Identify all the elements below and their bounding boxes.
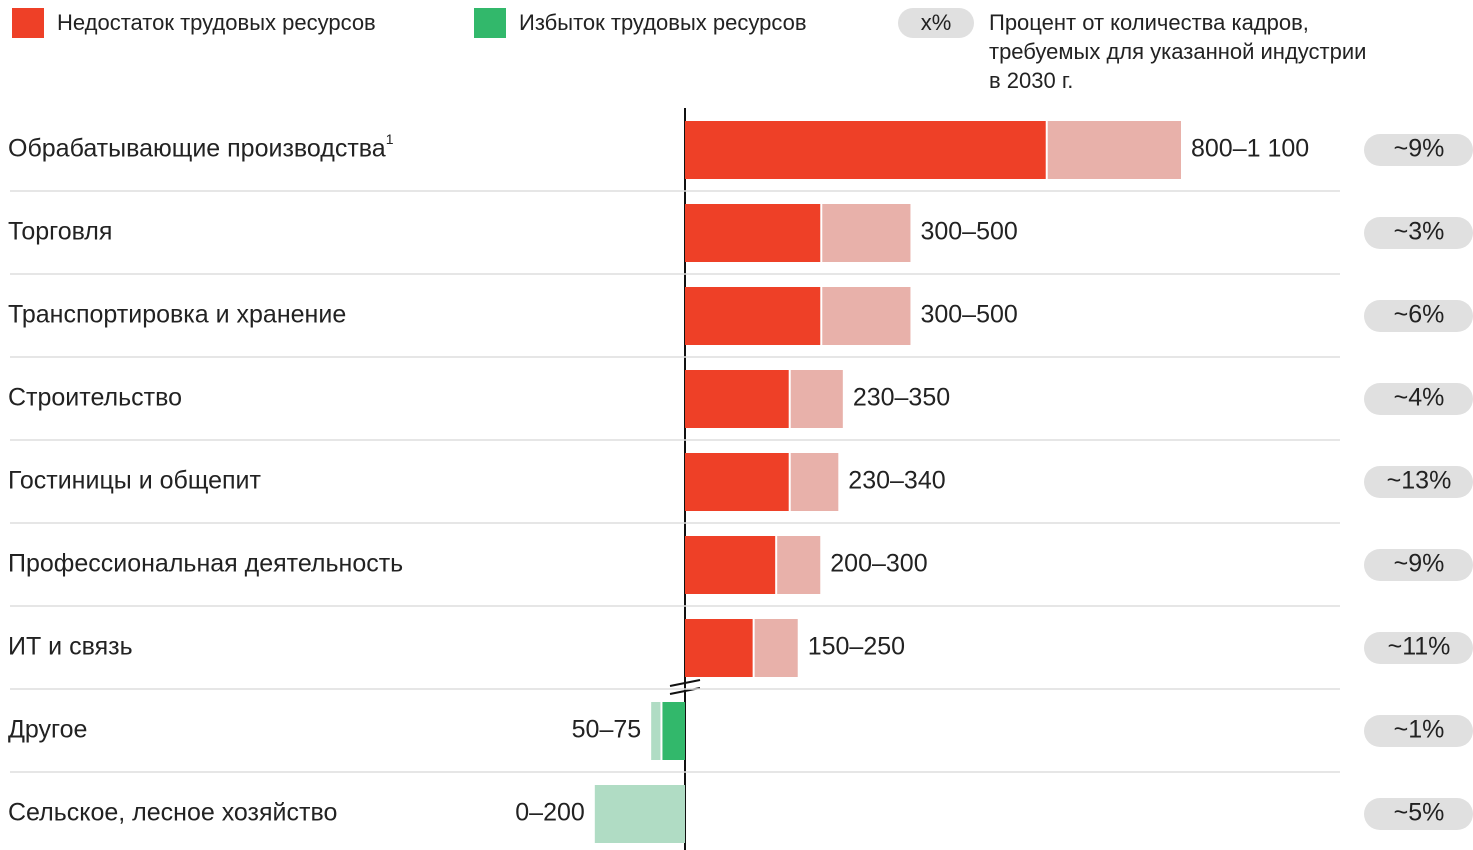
category-label: ИТ и связь: [8, 633, 133, 661]
bar-high: [754, 619, 798, 677]
share-pill: [1364, 715, 1473, 747]
share-label: ~4%: [1394, 384, 1445, 412]
bar-low: [685, 204, 821, 262]
category-label: Другое: [8, 716, 87, 744]
bar-high: [790, 370, 843, 428]
category-label: Транспортировка и хранение: [8, 301, 346, 329]
bar-high: [777, 536, 821, 594]
legend-swatch: [12, 8, 44, 38]
value-label: 150–250: [808, 633, 905, 661]
bar-high: [822, 287, 911, 345]
bar-low: [685, 370, 789, 428]
share-pill: [1364, 549, 1473, 581]
bar-high: [822, 204, 911, 262]
share-pill: [1364, 217, 1473, 249]
bar-high: [790, 453, 839, 511]
share-label: ~11%: [1388, 633, 1451, 661]
category-label: Торговля: [8, 218, 112, 246]
share-label: ~9%: [1394, 550, 1445, 578]
value-label: 200–300: [830, 550, 927, 578]
share-label: ~13%: [1387, 467, 1452, 495]
bar-low: [685, 619, 753, 677]
value-label: 0–200: [515, 799, 585, 827]
share-pill: [1364, 300, 1473, 332]
share-label: ~9%: [1394, 135, 1445, 163]
legend-label: Избыток трудовых ресурсов: [519, 10, 807, 35]
share-label: ~6%: [1394, 301, 1445, 329]
legend-pill-label: x%: [921, 10, 952, 35]
bar-low: [685, 121, 1046, 179]
axis-break: [669, 679, 701, 687]
bar-low: [685, 536, 776, 594]
category-label: Гостиницы и общепит: [8, 467, 262, 495]
value-label: 800–1 100: [1191, 135, 1309, 163]
category-label: Строительство: [8, 384, 182, 412]
legend-text: Процент от количества кадров,: [989, 10, 1309, 35]
legend-swatch: [474, 8, 506, 38]
value-label: 300–500: [920, 218, 1017, 246]
legend-text: требуемых для указанной индустрии: [989, 39, 1366, 64]
category-label: Профессиональная деятельность: [8, 550, 403, 578]
category-label: Сельское, лесное хозяйство: [8, 799, 337, 827]
value-label: 230–350: [853, 384, 950, 412]
bar-high: [651, 702, 661, 760]
share-pill: [1364, 798, 1473, 830]
value-label: 300–500: [920, 301, 1017, 329]
bar-high: [594, 785, 685, 843]
share-pill: [1364, 134, 1473, 166]
bar-low: [662, 702, 685, 760]
bar-low: [685, 287, 821, 345]
share-pill: [1364, 632, 1473, 664]
bar-low: [685, 453, 789, 511]
share-label: ~1%: [1394, 716, 1445, 744]
footnote-mark: 1: [386, 131, 394, 147]
share-label: ~5%: [1394, 799, 1445, 827]
bar-high: [1047, 121, 1181, 179]
legend-pill: [898, 8, 974, 38]
share-pill: [1364, 466, 1473, 498]
value-label: 230–340: [848, 467, 945, 495]
legend-label: Недостаток трудовых ресурсов: [57, 10, 376, 35]
category-label: Обрабатывающие производства1: [8, 131, 394, 163]
value-label: 50–75: [572, 716, 642, 744]
share-pill: [1364, 383, 1473, 415]
share-label: ~3%: [1394, 218, 1445, 246]
legend-text: в 2030 г.: [989, 68, 1073, 93]
